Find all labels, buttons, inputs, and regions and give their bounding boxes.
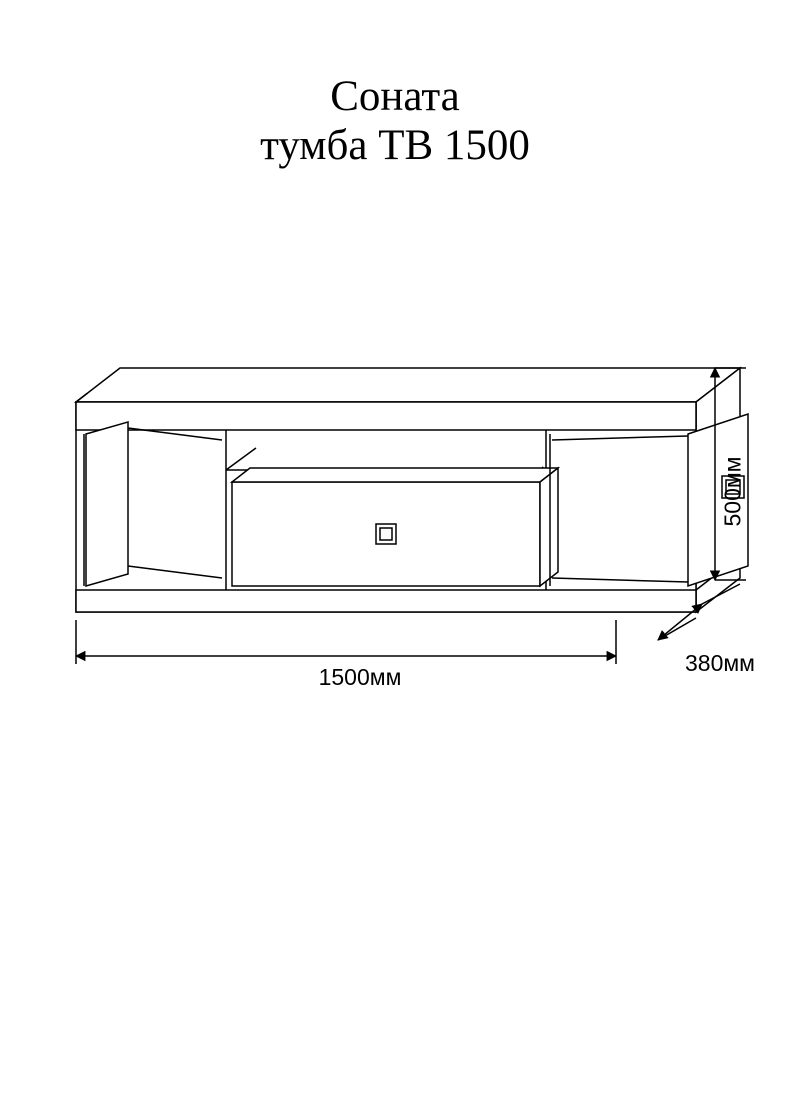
- dimension-depth-label: 380мм: [670, 650, 770, 677]
- furniture-diagram: [0, 0, 790, 1117]
- dimension-height-label: 500мм: [720, 442, 747, 542]
- dimension-width-label: 1500мм: [300, 664, 420, 691]
- furniture-drawing: [76, 368, 748, 612]
